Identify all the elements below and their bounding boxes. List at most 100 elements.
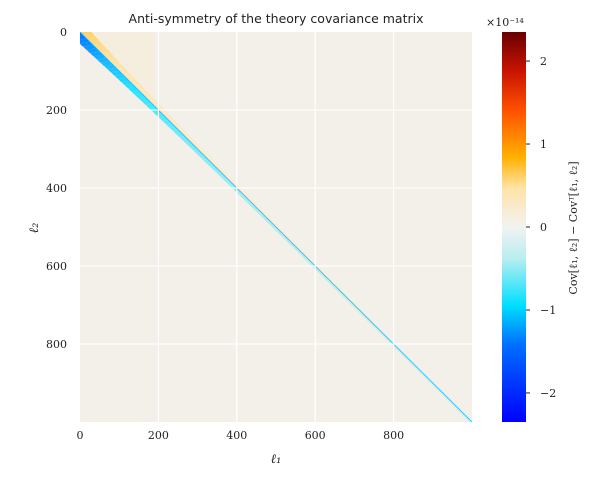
diagonal-negative-segment (325, 279, 332, 283)
colorbar-tick-label: 0 (540, 221, 547, 234)
diagonal-positive-segment (272, 223, 280, 227)
diagonal-positive-segment (200, 151, 209, 156)
diagonal-negative-segment (368, 321, 374, 325)
diagonal-positive-segment (220, 171, 228, 175)
diagonal-negative-segment (172, 129, 182, 134)
diagonal-positive-segment (174, 125, 184, 130)
diagonal-positive-segment (246, 197, 254, 201)
colorbar-scale-label: ×10⁻¹⁴ (486, 16, 524, 29)
y-tick-label: 400 (46, 182, 67, 195)
diagonal-negative-segment (397, 350, 404, 355)
diagonal-positive-segment (161, 112, 171, 117)
diagonal-negative-segment (459, 412, 466, 416)
colorbar-tick-label: 2 (540, 55, 547, 68)
diagonal-positive-segment (449, 399, 455, 403)
diagonal-negative-segment (192, 149, 201, 154)
diagonal-negative-segment (358, 311, 365, 316)
diagonal-positive-segment (400, 350, 406, 354)
diagonal-negative-segment (279, 233, 286, 238)
diagonal-negative-segment (400, 353, 407, 358)
diagonal-positive-segment (207, 158, 215, 162)
diagonal-positive-segment (344, 294, 351, 299)
diagonal-negative-segment (245, 201, 254, 205)
diagonal-negative-segment (202, 158, 211, 163)
diagonal-negative-segment (364, 318, 371, 322)
diagonal-negative-segment (205, 162, 214, 166)
diagonal-positive-segment (409, 359, 416, 364)
diagonal-positive-segment (80, 32, 94, 36)
x-tick-label: 400 (226, 429, 247, 442)
diagonal-negative-segment (195, 152, 205, 157)
diagonal-negative-segment (354, 308, 361, 312)
diagonal-negative-segment (417, 370, 423, 374)
diagonal-negative-segment (384, 337, 391, 342)
diagonal-positive-segment (230, 181, 238, 185)
diagonal-positive-segment (282, 233, 289, 237)
diagonal-negative-segment (107, 67, 120, 73)
diagonal-positive-segment (429, 379, 436, 383)
diagonal-positive-segment (374, 324, 380, 328)
diagonal-positive-segment (377, 327, 383, 331)
diagonal-positive-segment (249, 200, 257, 205)
diagonal-negative-segment (100, 61, 113, 66)
diagonal-positive-segment (387, 337, 393, 341)
diagonal-negative-segment (440, 392, 446, 397)
diagonal-positive-segment (315, 265, 322, 270)
colorbar-tick-label: −1 (540, 304, 556, 317)
diagonal-positive-segment (171, 122, 181, 127)
diagonal-negative-segment (93, 54, 107, 60)
diagonal-positive-segment (102, 53, 115, 58)
diagonal-negative-segment (321, 275, 329, 280)
diagonal-positive-segment (89, 40, 103, 45)
diagonal-negative-segment (318, 272, 325, 277)
y-tick-label: 600 (46, 260, 67, 273)
diagonal-positive-segment (217, 168, 225, 172)
diagonal-negative-segment (182, 139, 192, 144)
diagonal-negative-segment (179, 136, 188, 141)
diagonal-positive-segment (305, 255, 312, 260)
colorbar-ticks: −2 −1 0 1 2 (526, 55, 556, 400)
diagonal-positive-segment (204, 155, 212, 159)
diagonal-positive-segment (197, 148, 206, 153)
diagonal-positive-segment (452, 402, 458, 406)
diagonal-negative-segment (212, 168, 221, 173)
diagonal-negative-segment (255, 210, 263, 215)
x-tick-label: 200 (148, 429, 169, 442)
diagonal-negative-segment (189, 145, 198, 150)
diagonal-negative-segment (262, 217, 270, 222)
y-tick-label: 800 (46, 338, 67, 351)
diagonal-negative-segment (96, 58, 110, 63)
diagonal-negative-segment (226, 181, 234, 186)
diagonal-negative-segment (215, 171, 224, 176)
diagonal-positive-segment (354, 304, 361, 309)
diagonal-positive-segment (279, 229, 286, 234)
diagonal-positive-segment (393, 343, 400, 348)
diagonal-band (80, 32, 472, 422)
x-tick-label: 0 (77, 429, 84, 442)
diagonal-positive-segment (406, 356, 413, 361)
diagonal-negative-segment (242, 197, 250, 202)
diagonal-negative-segment (86, 48, 100, 53)
diagonal-positive-segment (351, 301, 357, 305)
diagonal-positive-segment (367, 317, 374, 322)
diagonal-line (80, 32, 472, 422)
diagonal-negative-segment (89, 51, 103, 57)
diagonal-positive-segment (318, 268, 325, 273)
diagonal-positive-segment (341, 291, 348, 296)
diagonal-positive-segment (380, 330, 387, 335)
colorbar-tick-label: 1 (540, 138, 547, 151)
diagonal-negative-segment (430, 383, 437, 387)
y-tick-labels: 0 200 400 600 800 (46, 26, 67, 351)
diagonal-positive-segment (364, 314, 370, 318)
diagonal-positive-segment (243, 194, 251, 198)
x-tick-label: 600 (305, 429, 326, 442)
diagonal-negative-segment (80, 41, 94, 47)
diagonal-positive-segment (357, 307, 364, 312)
diagonal-positive-segment (259, 210, 267, 214)
diagonal-negative-segment (209, 165, 218, 170)
diagonal-positive-segment (191, 141, 200, 146)
diagonal-positive-segment (338, 288, 344, 292)
chart-title: Anti-symmetry of the theory covariance m… (129, 11, 424, 26)
diagonal-positive-segment (289, 239, 296, 244)
